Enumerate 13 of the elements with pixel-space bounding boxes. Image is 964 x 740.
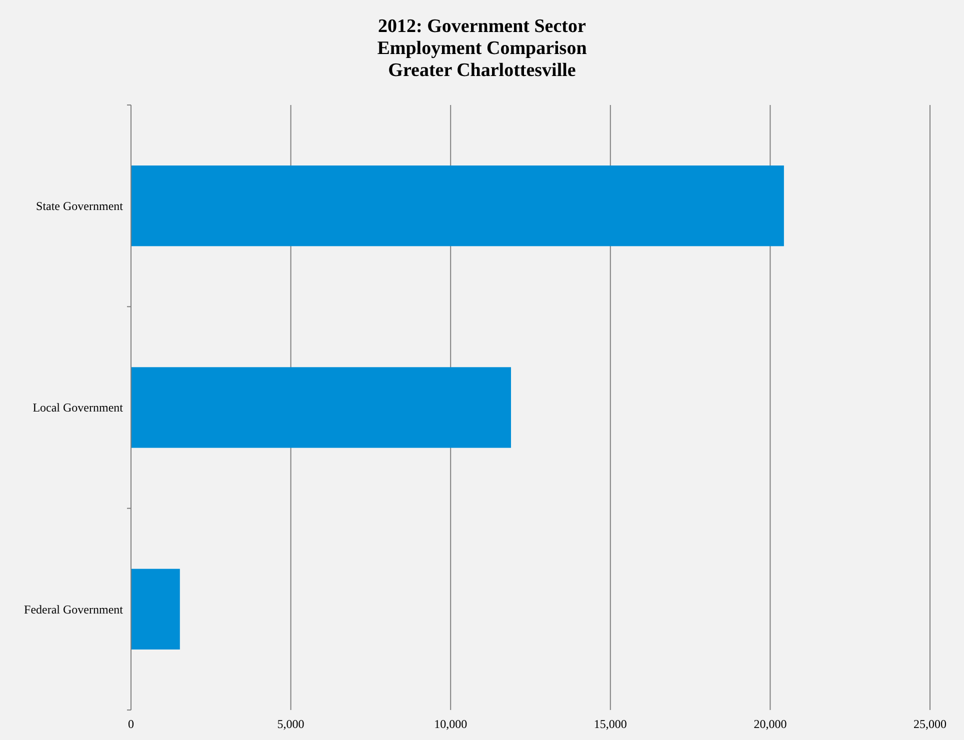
bar <box>131 367 512 448</box>
x-tick-label: 15,000 <box>594 717 627 731</box>
x-tick-label: 25,000 <box>914 717 946 731</box>
x-tick-label: 20,000 <box>754 717 787 731</box>
bar <box>131 166 784 246</box>
y-tick-label: Federal Government <box>24 602 124 616</box>
x-tick-label: 0 <box>128 717 134 731</box>
x-tick-label: 5,000 <box>277 717 304 731</box>
chart-title: 2012: Government Sector Employment Comparison Greater Charlottesville <box>377 16 588 81</box>
y-tick-label: State Government <box>36 199 124 214</box>
x-tick-label: 10,000 <box>434 717 468 731</box>
bar <box>131 568 180 650</box>
y-tick-label: Local Government <box>32 400 124 415</box>
